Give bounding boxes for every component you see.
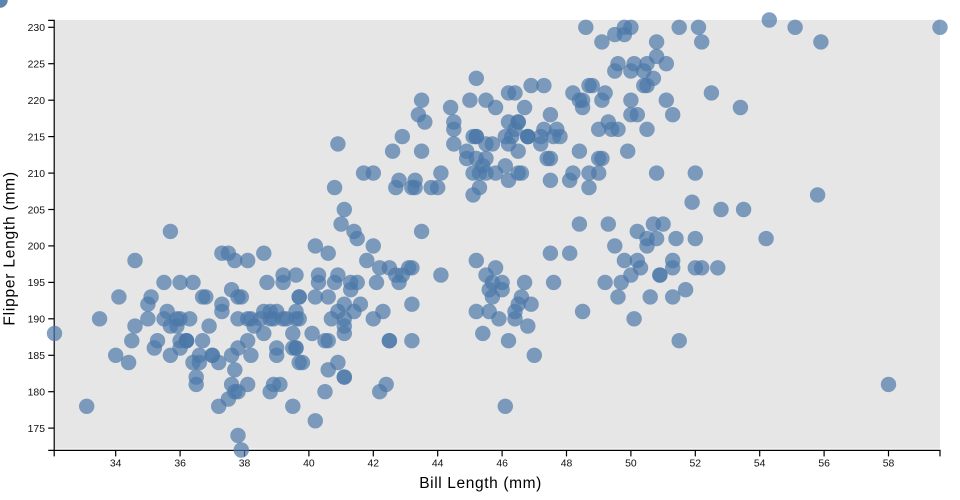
svg-text:52: 52 [690, 458, 702, 469]
svg-text:46: 46 [496, 458, 508, 469]
svg-text:230: 230 [28, 23, 46, 34]
svg-text:225: 225 [28, 60, 46, 71]
svg-text:Bill Length (mm): Bill Length (mm) [419, 475, 542, 492]
svg-text:36: 36 [174, 458, 186, 469]
svg-text:58: 58 [883, 458, 895, 469]
svg-text:215: 215 [28, 132, 46, 143]
svg-text:50: 50 [625, 458, 637, 469]
svg-text:42: 42 [368, 458, 380, 469]
svg-text:185: 185 [28, 351, 46, 362]
svg-text:44: 44 [432, 458, 444, 469]
svg-text:34: 34 [110, 458, 122, 469]
svg-text:220: 220 [28, 96, 46, 107]
svg-text:205: 205 [28, 205, 46, 216]
svg-text:38: 38 [239, 458, 251, 469]
svg-text:180: 180 [28, 388, 46, 399]
svg-text:Flipper Length (mm): Flipper Length (mm) [2, 171, 19, 325]
svg-text:175: 175 [28, 424, 46, 435]
svg-text:56: 56 [818, 458, 830, 469]
svg-text:40: 40 [303, 458, 315, 469]
svg-text:190: 190 [28, 315, 46, 326]
svg-text:48: 48 [561, 458, 573, 469]
svg-text:200: 200 [28, 242, 46, 253]
svg-text:54: 54 [754, 458, 766, 469]
svg-text:210: 210 [28, 169, 46, 180]
svg-text:195: 195 [28, 278, 46, 289]
